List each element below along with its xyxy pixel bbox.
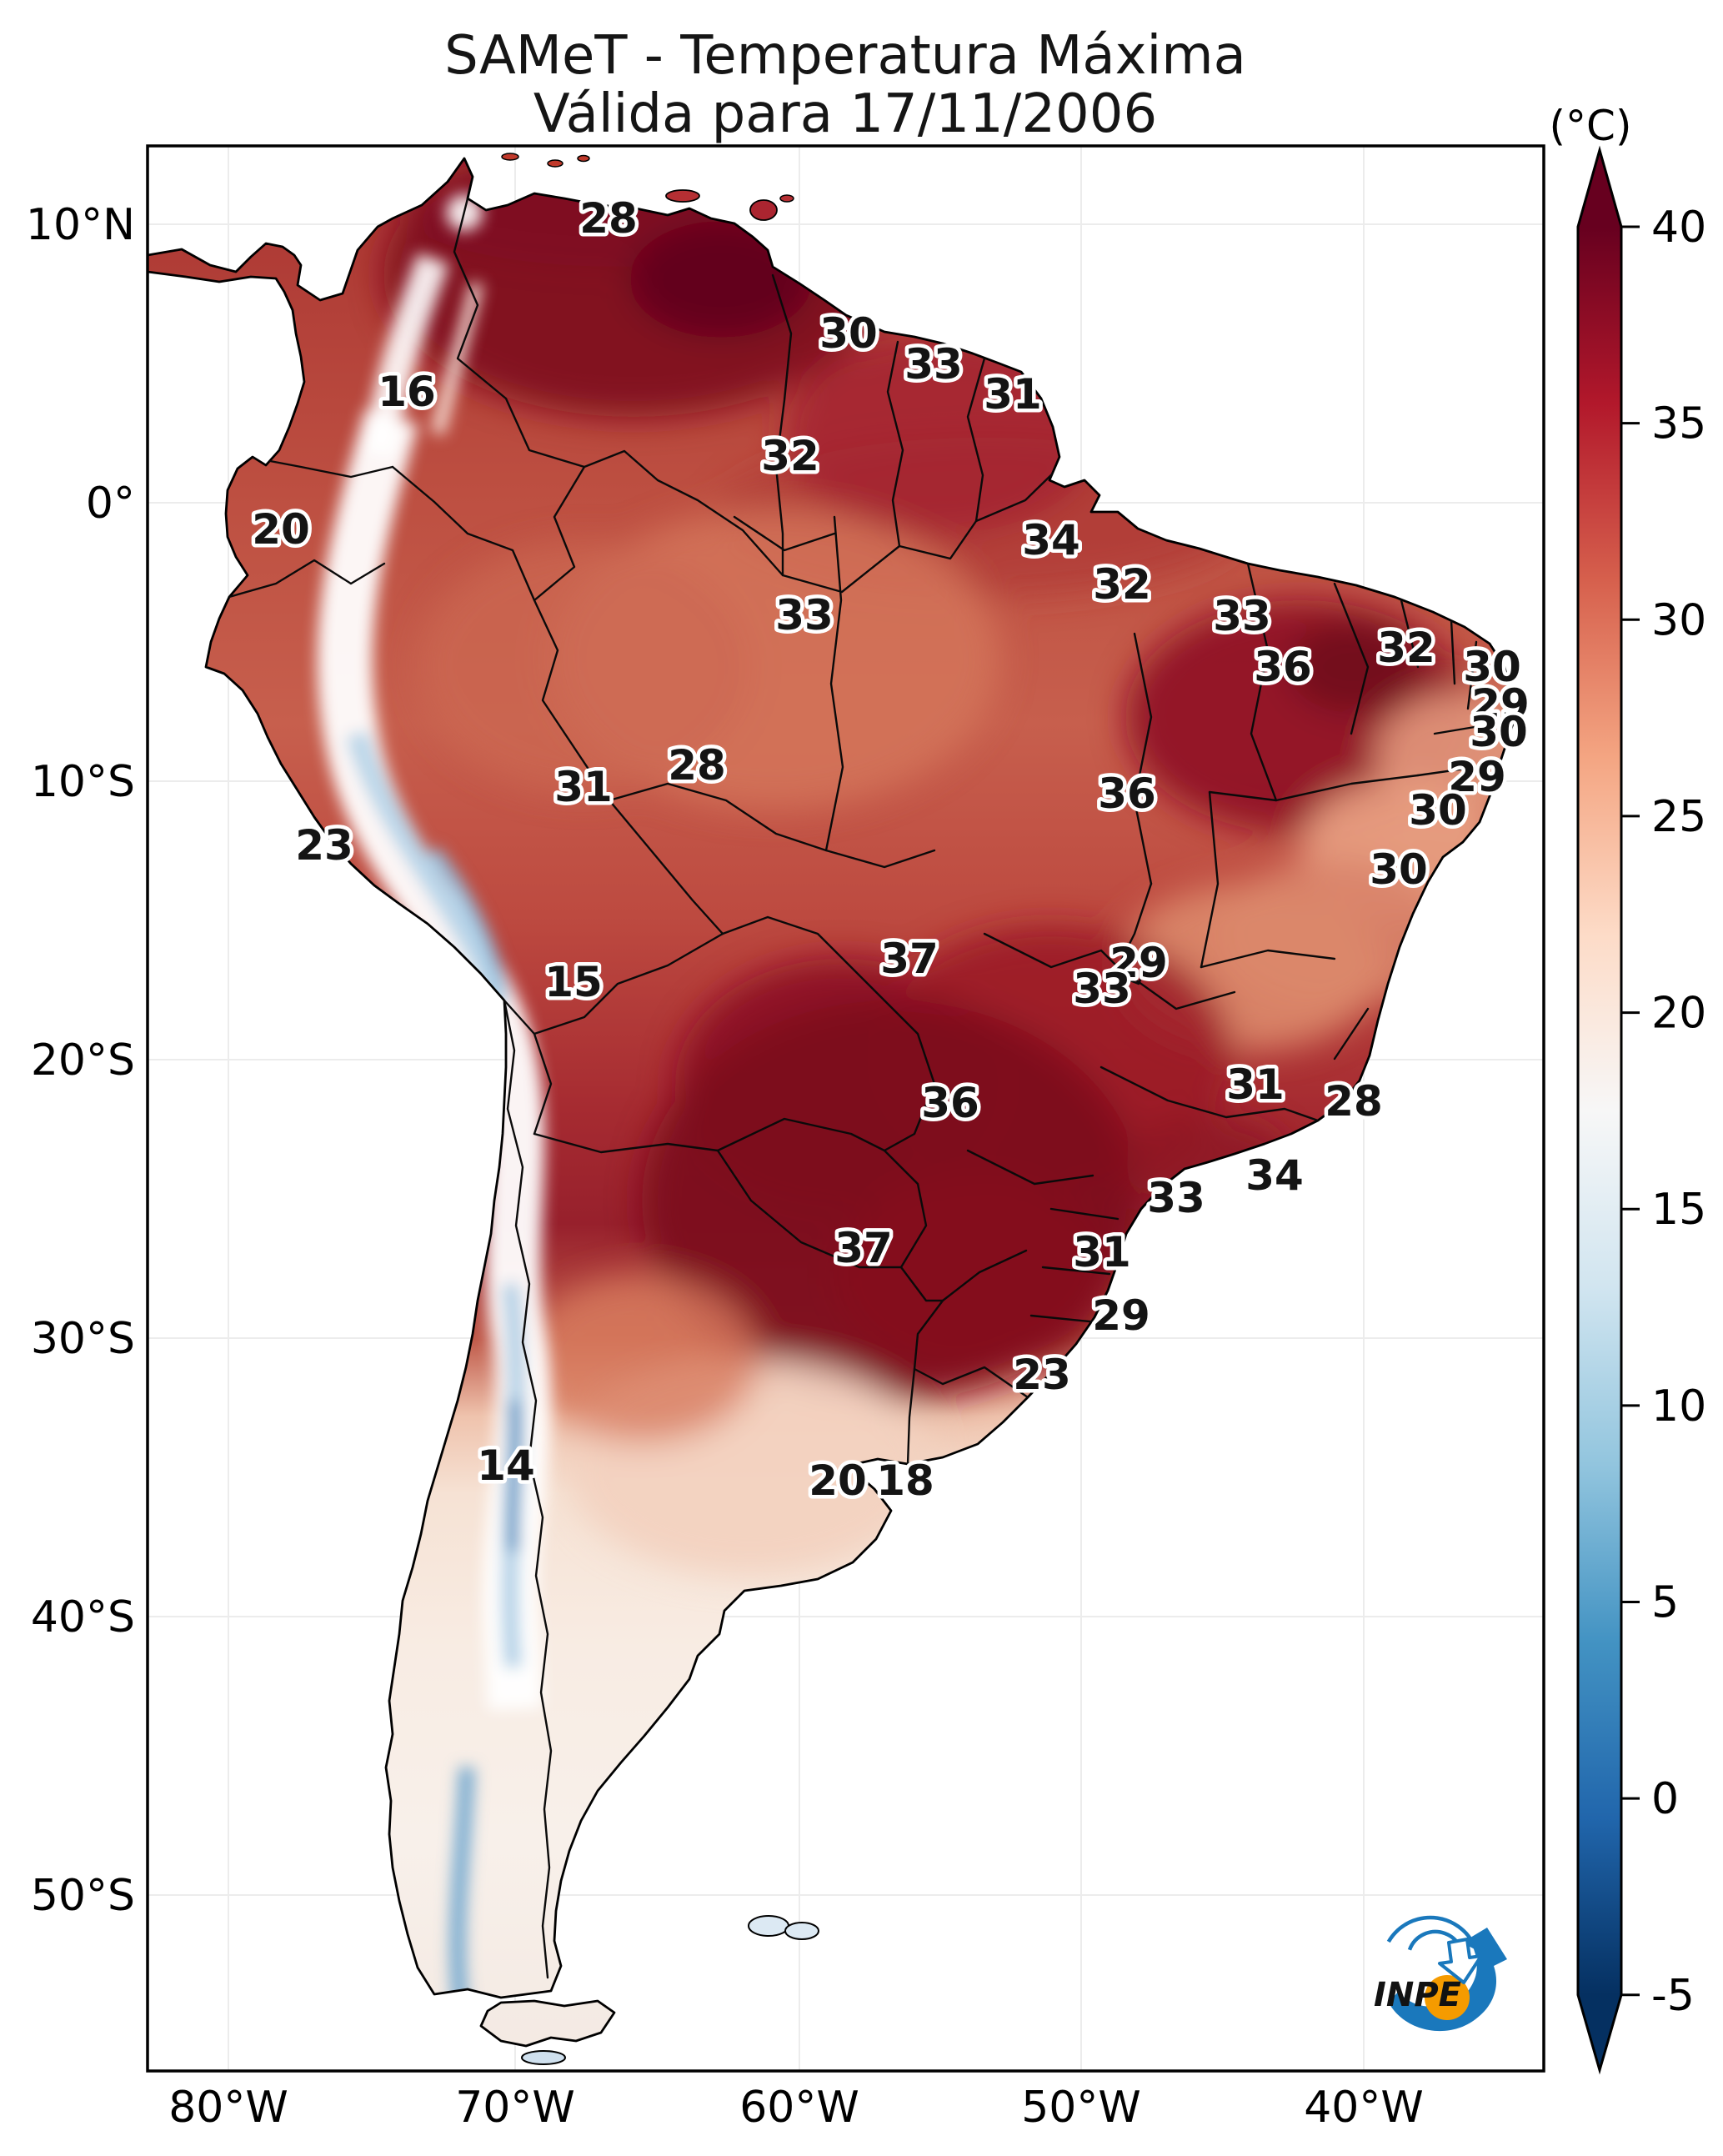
temp-label: 15 [544, 958, 603, 1006]
lat-tick-label: 50°S [31, 1871, 135, 1921]
logo-down-arrow [1438, 1938, 1483, 1984]
temp-label: 37 [880, 935, 939, 983]
temp-label: 33 [1213, 592, 1271, 640]
temp-label: 30 [1409, 786, 1467, 835]
colorbar-tick-label: 35 [1651, 399, 1706, 449]
figure-title-line1: SAMeT - Temperatura Máxima [444, 25, 1246, 87]
lon-tick-label: 50°W [1021, 2083, 1141, 2133]
temp-label: 23 [295, 821, 353, 870]
lat-tick-label: 20°S [31, 1035, 135, 1086]
temp-label: 30 [819, 309, 878, 358]
lon-tick-label: 60°W [739, 2083, 859, 2133]
colorbar-tick-label: 10 [1651, 1381, 1706, 1431]
temp-label: 31 [1073, 1228, 1131, 1276]
temp-label: 33 [904, 340, 963, 389]
temp-label: 30 [1470, 708, 1528, 756]
temp-label: 28 [579, 194, 638, 243]
temp-label: 33 [1147, 1174, 1205, 1222]
temp-label: 32 [1093, 560, 1151, 609]
islands [501, 153, 819, 2065]
lat-tick-label: 10°S [31, 757, 135, 807]
temp-label: 33 [775, 591, 834, 639]
temp-label: 28 [668, 741, 726, 790]
lat-tick-label: 10°N [26, 200, 135, 250]
temp-label: 36 [921, 1079, 979, 1127]
logo-orange-dot [1425, 1975, 1470, 2020]
temp-label: 29 [1448, 753, 1506, 801]
colorbar-tick-label: 40 [1651, 203, 1706, 253]
temp-label: 23 [1013, 1351, 1071, 1399]
temp-label: 14 [477, 1442, 535, 1490]
colorbar-tick-label: 5 [1651, 1578, 1679, 1628]
temp-label: 34 [1022, 516, 1080, 564]
lon-tick-label: 80°W [168, 2083, 288, 2133]
colorbar-tick-label: -5 [1651, 1971, 1695, 2021]
temp-label: 31 [984, 370, 1042, 419]
colorbar-tick-label: 15 [1651, 1185, 1706, 1235]
lat-tick-label: 0° [86, 479, 135, 529]
temp-label: 33 [1073, 965, 1131, 1013]
temp-label: 29 [1471, 680, 1530, 729]
colorbar-tick-label: 0 [1651, 1774, 1679, 1824]
colorbar-tick-label: 30 [1651, 595, 1706, 645]
temp-label: 20 [252, 505, 310, 554]
temp-label: 16 [378, 368, 436, 416]
logo-text: INPE [1374, 1976, 1461, 2014]
lat-tick-label: 30°S [31, 1314, 135, 1364]
colorbar-unit-label: (°C) [1550, 102, 1632, 150]
temp-label: 30 [1370, 845, 1428, 894]
temp-label: 31 [1226, 1060, 1285, 1109]
temp-label: 29 [1109, 939, 1168, 987]
figure-title-line2: Válida para 17/11/2006 [533, 83, 1157, 145]
temp-label: 36 [1254, 643, 1312, 691]
temp-label: 30 [1463, 643, 1521, 691]
logo-swoosh-arrow [1389, 1928, 1507, 2032]
colorbar-tick-label: 20 [1651, 989, 1706, 1039]
temp-label: 32 [1377, 624, 1435, 672]
lon-tick-label: 70°W [455, 2083, 575, 2133]
temp-label: 37 [834, 1224, 893, 1272]
temp-label: 32 [761, 432, 819, 480]
colorbar-tick-label: 25 [1651, 792, 1706, 842]
colorbar-gradient-bar [1576, 145, 1623, 2075]
colorbar-ticks: 40 35 30 25 20 15 10 5 0 -5 [1621, 203, 1706, 2021]
temp-label: 28 [1325, 1077, 1383, 1126]
temp-label: 29 [1092, 1291, 1150, 1340]
longitude-axis: 80°W 70°W 60°W 50°W 40°W [168, 2083, 1424, 2133]
map-frame [146, 144, 1545, 2073]
borders [228, 197, 1486, 1979]
lon-tick-label: 40°W [1304, 2083, 1424, 2133]
latitude-axis: 10°N 0° 10°S 20°S 30°S 40°S 50°S [26, 200, 135, 1921]
temp-label: 31 [554, 763, 613, 811]
temp-label: 34 [1245, 1151, 1304, 1200]
lat-tick-label: 40°S [31, 1592, 135, 1642]
inpe-logo: INPE [1374, 1915, 1507, 2032]
colorbar: (°C) 40 35 30 25 20 15 10 5 0 -5 [1550, 102, 1706, 2075]
temp-label: 36 [1098, 770, 1156, 818]
temp-label: 20 [809, 1457, 867, 1505]
temp-label: 18 [876, 1457, 934, 1505]
